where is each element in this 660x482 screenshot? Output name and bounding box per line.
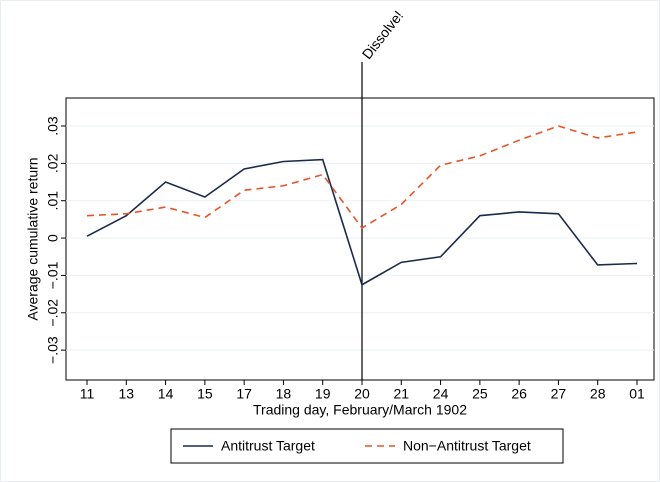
x-tick-label: 13	[118, 386, 134, 402]
x-tick-label: 15	[197, 386, 213, 402]
plot-area	[65, 97, 655, 381]
y-tick-label: −.03	[45, 336, 61, 364]
y-tick-label: .01	[45, 191, 61, 211]
y-tick-label: −.01	[45, 261, 61, 289]
x-tick-label: 01	[629, 386, 645, 402]
x-tick-label: 17	[236, 386, 252, 402]
x-tick-label: 14	[158, 386, 174, 402]
x-tick-label: 24	[433, 386, 449, 402]
y-axis-label: Average cumulative return	[25, 157, 41, 320]
series-line	[86, 125, 638, 230]
x-tick-label: 20	[354, 386, 370, 402]
x-tick-label: 21	[393, 386, 409, 402]
x-tick-label: 11	[80, 386, 95, 402]
y-tick-label: .02	[45, 153, 61, 173]
x-tick-label: 26	[511, 386, 527, 402]
x-axis-label: Trading day, February/March 1902	[253, 402, 467, 418]
y-tick-label: −.02	[45, 299, 61, 327]
y-tick-label: .03	[45, 116, 61, 136]
y-tick-label: 0	[45, 234, 61, 242]
legend-label: Non−Antitrust Target	[403, 438, 531, 454]
legend-label: Antitrust Target	[221, 438, 315, 454]
series-line	[86, 158, 638, 286]
x-tick-label: 19	[315, 386, 331, 402]
x-tick-label: 18	[276, 386, 292, 402]
x-tick-label: 28	[590, 386, 606, 402]
x-tick-label: 25	[472, 386, 488, 402]
x-tick-label: 27	[551, 386, 567, 402]
